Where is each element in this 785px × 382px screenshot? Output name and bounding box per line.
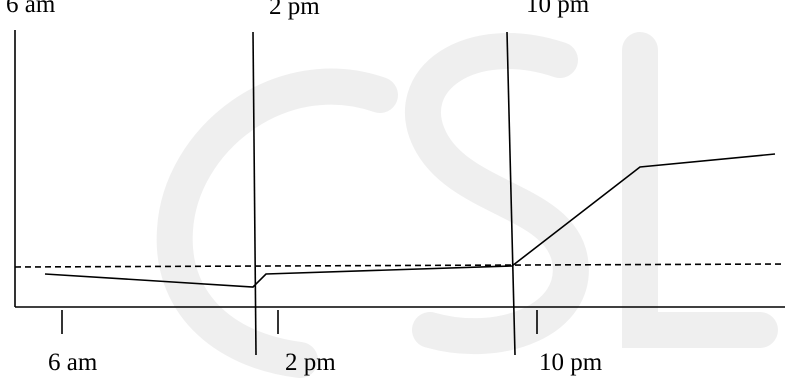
bottom-label-6am: 6 am: [48, 349, 98, 376]
bottom-label-10pm: 10 pm: [539, 349, 603, 376]
trend-line: [44, 153, 776, 288]
reference-dashed-line: [14, 263, 785, 268]
top-label-10pm: 10 pm: [526, 0, 590, 18]
watermark-logo: [156, 32, 778, 378]
top-label-6am: 6 am: [6, 0, 56, 18]
shift-divider-10pm: [506, 31, 516, 356]
shift-divider-2pm: [252, 31, 257, 356]
bottom-label-2pm: 2 pm: [285, 349, 336, 376]
top-label-2pm: 2 pm: [269, 0, 320, 20]
